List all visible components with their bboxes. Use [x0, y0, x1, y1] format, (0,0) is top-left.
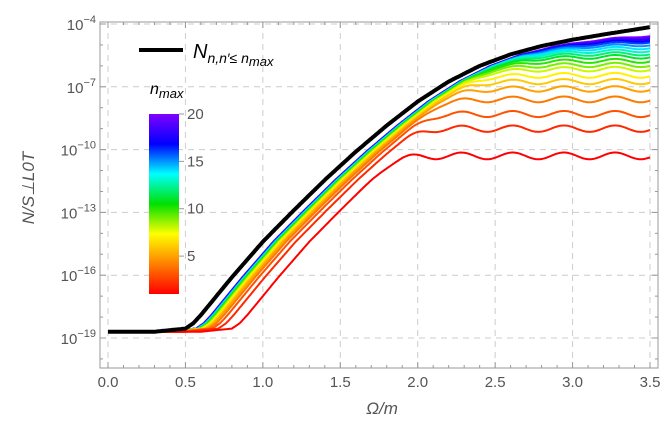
series-line-nmax-17: [108, 39, 651, 333]
colorbar-gradient: [149, 114, 179, 294]
colorbar: nmax 5 10 15 20: [149, 81, 204, 294]
colorbar-tick-label: 5: [187, 248, 195, 265]
x-axis-title: Ω/m: [366, 399, 398, 418]
series-line-nmax-12: [108, 51, 651, 333]
series-line-nmax-16: [108, 41, 651, 333]
x-tick-label: 2.0: [407, 374, 428, 391]
y-tick-labels: 10−4 10−7 10−10 10−13 10−16 10−19: [61, 14, 96, 348]
y-axis-title-text: N/S⊥L0T: [19, 150, 38, 224]
series-line-nmax-9: [108, 61, 651, 333]
y-tick-label: 10−16: [61, 265, 96, 285]
x-tick-label: 1.0: [252, 374, 273, 391]
colorbar-tick-label: 15: [187, 153, 204, 170]
series-layer: [108, 25, 651, 334]
y-tick-label: 10−7: [67, 77, 96, 97]
x-tick-label: 2.5: [485, 374, 506, 391]
grid-layer: [100, 22, 658, 368]
series-line-nmax-1: [108, 151, 651, 333]
legend-label: Nn,n′≤ nmax: [193, 41, 274, 69]
series-line-nmax-2: [108, 124, 651, 333]
colorbar-title: nmax: [150, 81, 184, 101]
y-tick-label: 10−4: [67, 14, 96, 34]
frame-rect: [99, 21, 659, 369]
series-line-nmax-19: [108, 36, 651, 333]
y-tick-label: 10−10: [61, 140, 96, 160]
series-line-nmax-20: [108, 35, 651, 333]
colorbar-ticks: 5 10 15 20: [179, 106, 204, 265]
x-tick-label: 0.0: [98, 374, 119, 391]
series-line-nmax-10: [108, 57, 651, 333]
series-line-envelope: [108, 25, 651, 334]
x-tick-label: 1.5: [330, 374, 351, 391]
y-tick-label: 10−13: [61, 202, 96, 222]
y-tick-label: 10−19: [61, 328, 96, 348]
series-line-nmax-13: [108, 48, 651, 333]
colorbar-tick-label: 20: [187, 106, 204, 123]
series-line-nmax-14: [108, 45, 651, 333]
x-tick-label: 3.5: [640, 374, 661, 391]
colorbar-tick-label: 10: [187, 201, 204, 218]
x-tick-label: 0.5: [175, 374, 196, 391]
x-tick-labels: 0.0 0.5 1.0 1.5 2.0 2.5 3.0 3.5: [98, 374, 661, 391]
x-tick-label: 3.0: [562, 374, 583, 391]
series-line-nmax-18: [108, 38, 651, 333]
plot-frame: [99, 21, 659, 369]
y-axis-title: N/S⊥L0T: [19, 150, 38, 224]
legend: Nn,n′≤ nmax: [139, 41, 274, 69]
